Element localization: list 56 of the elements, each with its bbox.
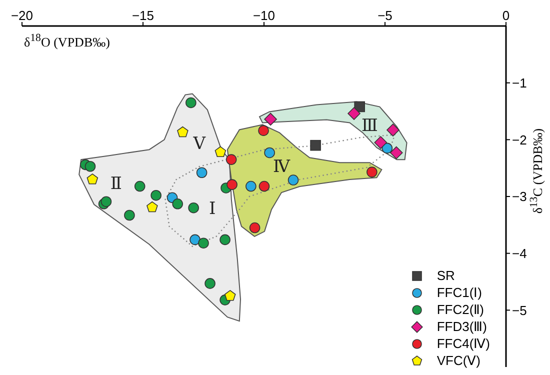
point [249,222,260,234]
annotation: Ⅴ [192,134,206,154]
point [226,154,237,165]
annotation: Ⅲ [362,116,378,136]
point [198,238,209,249]
annotation: Ⅳ [273,156,292,178]
legend-label: SR [436,268,455,283]
y-tick-label: −2 [512,132,527,148]
point [146,201,158,212]
point [288,174,299,186]
point [150,190,162,201]
annotation: Ⅰ [209,198,216,219]
legend-label: FFC1(Ⅰ) [436,285,482,300]
annotation: Ⅱ [110,174,122,194]
point [172,198,184,210]
point [382,142,393,154]
point [226,179,238,190]
point [214,146,226,158]
point [390,146,403,160]
x-axis-title: δ$^{18}$O (VPDB‰) [24,32,110,50]
point [366,166,378,178]
point [190,234,200,246]
legend-label: VFC(Ⅴ) [436,353,480,368]
point [264,147,275,158]
point [196,167,208,178]
y-tick-label: −3 [512,189,527,204]
x-tick-label: −5 [378,8,392,23]
point [246,180,256,192]
point [134,180,146,192]
point [220,234,230,246]
point [124,210,135,221]
point [188,202,199,214]
point [374,136,388,149]
point [177,126,188,138]
y-tick-label: −5 [512,302,527,318]
x-tick-label: 0 [502,8,510,23]
point [348,107,360,120]
x-tick-label: −10 [252,8,276,23]
legend-label: FFD3(Ⅲ) [436,319,487,334]
point [224,290,236,301]
point [258,125,269,136]
legend-label: FFC4(Ⅳ) [436,336,490,351]
x-tick-label: −15 [132,8,154,23]
point [86,174,98,184]
y-tick-label: −4 [512,246,527,261]
y-tick-label: −1 [512,75,527,90]
x-tick-label: −20 [10,8,34,23]
point [100,196,112,208]
point [264,112,277,126]
point [204,278,216,289]
point [386,124,400,136]
point [258,180,270,192]
point [84,160,96,172]
point [310,140,321,151]
legend-label: FFC2(Ⅱ) [436,302,484,317]
point [186,97,196,108]
